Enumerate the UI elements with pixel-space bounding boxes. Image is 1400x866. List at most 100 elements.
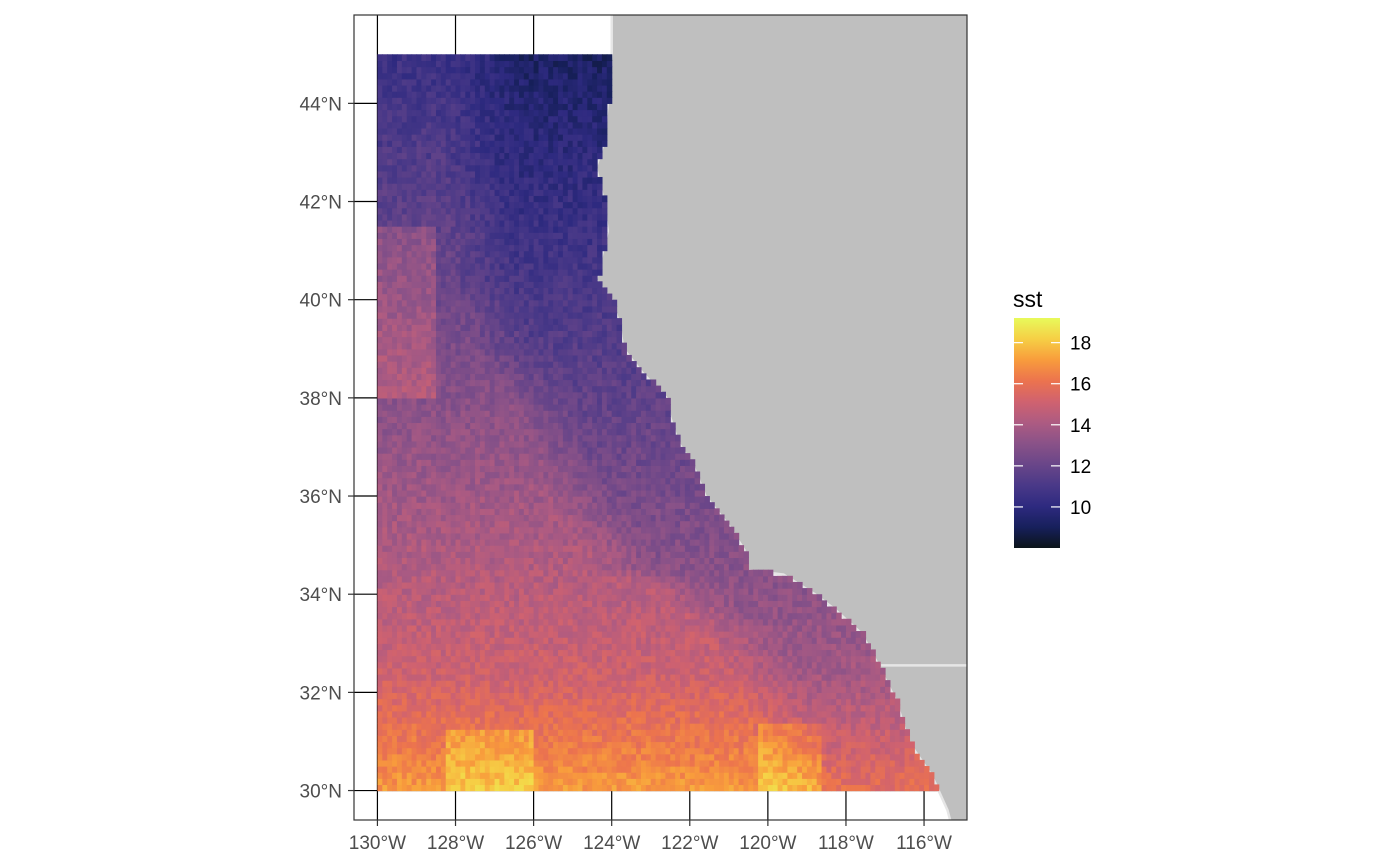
raster-cell [767,686,774,693]
raster-cell [709,643,715,651]
raster-cell [680,692,686,700]
raster-cell [431,588,437,595]
raster-cell [440,692,447,700]
raster-cell [533,502,540,509]
raster-cell [704,704,710,712]
raster-cell [382,471,388,479]
raster-cell [802,716,808,724]
raster-cell [762,588,769,595]
raster-cell [865,729,871,736]
raster-cell [655,704,662,712]
raster-cell [689,551,696,558]
raster-cell [528,741,535,749]
raster-cell [514,459,520,466]
raster-cell [548,637,554,644]
raster-cell [616,680,623,687]
raster-cell [728,667,735,675]
raster-cell [631,723,637,730]
raster-cell [660,588,666,595]
raster-cell [640,766,647,773]
raster-cell [909,753,915,761]
raster-cell [699,766,706,773]
raster-cell [582,784,588,792]
raster-cell [645,483,652,491]
raster-cell [577,778,584,786]
raster-cell [670,766,676,773]
raster-cell [626,545,632,552]
raster-cell [631,643,637,651]
raster-cell [699,489,706,497]
raster-cell [640,526,647,534]
raster-cell [431,453,437,460]
raster-cell [484,637,491,644]
raster-cell [396,477,403,485]
raster-cell [377,612,383,620]
raster-cell [694,747,701,755]
raster-cell [675,594,681,601]
raster-cell [680,563,686,571]
raster-cell [719,710,725,718]
raster-cell [597,766,603,773]
raster-cell [655,581,662,589]
raster-cell [743,618,749,626]
raster-cell [728,637,735,644]
raster-cell [748,686,754,693]
raster-cell [826,729,832,736]
raster-cell [816,655,823,663]
raster-cell [567,704,574,712]
raster-cell [460,496,466,503]
raster-cell [762,655,769,663]
raster-cell [504,483,510,491]
raster-cell [675,753,681,761]
raster-cell [435,637,442,644]
raster-cell [758,735,764,743]
raster-cell [826,735,832,743]
raster-cell [597,643,603,651]
raster-cell [523,496,530,503]
raster-cell [475,551,481,558]
raster-cell [699,600,706,608]
raster-cell [626,680,632,687]
raster-cell [777,673,784,681]
raster-cell [645,772,652,779]
raster-cell [377,520,383,528]
raster-cell [821,753,828,761]
raster-cell [455,747,461,755]
raster-cell [787,759,793,767]
raster-cell [567,686,574,693]
raster-cell [919,759,925,767]
raster-cell [880,747,886,755]
raster-cell [475,692,481,700]
raster-cell [850,759,857,767]
raster-cell [484,532,491,540]
raster-cell [831,729,837,736]
raster-cell [670,551,676,558]
raster-cell [753,753,759,761]
raster-cell [689,459,696,466]
raster-cell [577,704,584,712]
raster-cell [416,612,422,620]
raster-cell [606,667,613,675]
raster-cell [650,680,657,687]
raster-cell [553,661,559,669]
raster-cell [811,686,818,693]
raster-cell [401,588,408,595]
raster-cell [645,649,652,657]
raster-cell [689,778,696,786]
raster-cell [650,459,657,466]
raster-cell [645,698,652,706]
raster-cell [616,520,623,528]
raster-cell [689,465,696,473]
raster-cell [499,459,505,466]
raster-cell [782,729,788,736]
raster-cell [748,759,754,767]
raster-cell [762,569,769,577]
raster-cell [841,710,847,718]
raster-cell [601,649,608,657]
raster-cell [401,624,408,632]
raster-cell [548,710,554,718]
raster-cell [504,563,510,571]
raster-cell [909,759,915,767]
raster-cell [465,465,471,473]
raster-cell [655,772,662,779]
